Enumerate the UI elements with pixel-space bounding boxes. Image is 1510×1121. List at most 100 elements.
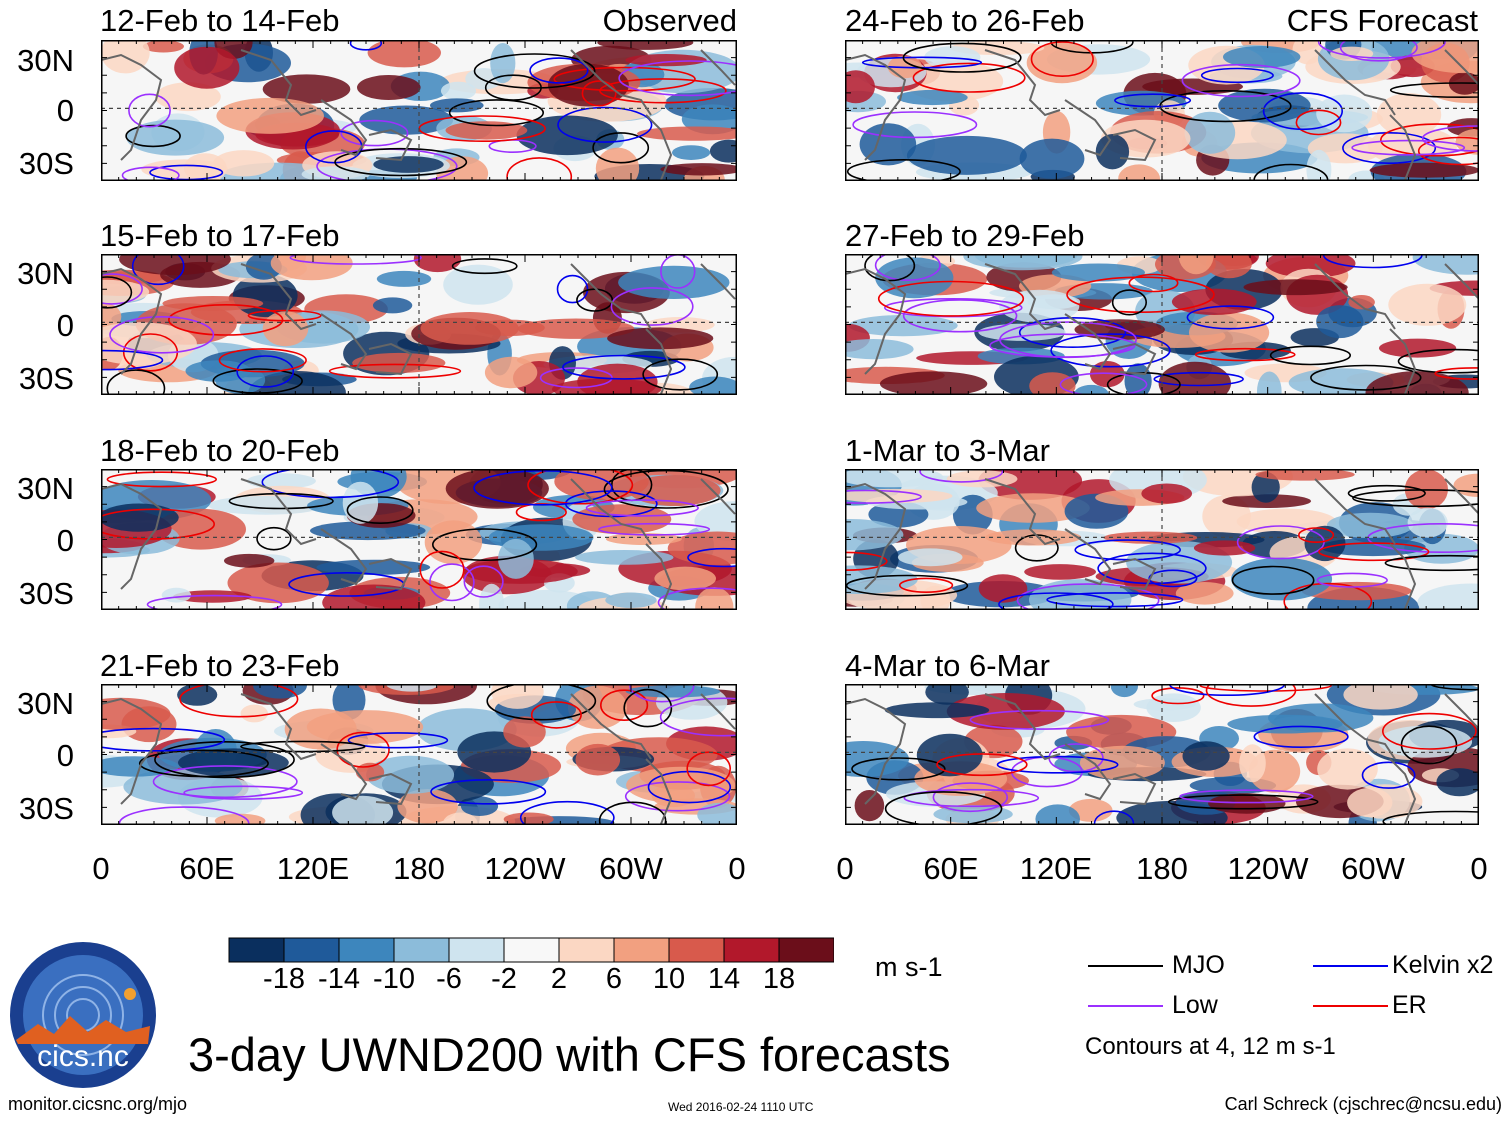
contour-line xyxy=(106,471,218,488)
contour-line xyxy=(1384,554,1479,572)
contour-line xyxy=(624,781,731,812)
contour-line xyxy=(1167,794,1319,810)
colorbar-box-0 xyxy=(228,937,285,963)
coastline xyxy=(1314,478,1396,545)
anomaly-blob xyxy=(1182,741,1230,771)
anomaly-blob xyxy=(1239,744,1266,783)
anomaly-blob xyxy=(976,493,1090,523)
ytick-0-row2: 0 xyxy=(56,523,74,558)
contour-line xyxy=(336,731,390,768)
contour-line xyxy=(125,124,181,148)
contour-line xyxy=(167,304,284,336)
coastline xyxy=(984,49,1061,117)
contour-line xyxy=(1194,347,1296,362)
coastline xyxy=(645,758,673,825)
contour-line xyxy=(527,469,634,505)
anomaly-blob xyxy=(224,553,275,568)
anomaly-blob xyxy=(352,352,446,373)
anomaly-blob xyxy=(625,54,707,67)
coastline xyxy=(700,49,736,86)
anomaly-blob xyxy=(845,488,953,504)
coastline xyxy=(368,342,413,376)
contour-line xyxy=(585,499,699,517)
contour-line xyxy=(1059,372,1148,395)
panel-title-4: 24-Feb to 26-Feb xyxy=(845,3,1085,38)
anomaly-blob xyxy=(1158,361,1231,395)
contour-line xyxy=(1382,712,1477,750)
coastline xyxy=(700,478,736,515)
anomaly-blob xyxy=(1255,469,1355,481)
anomaly-blob xyxy=(372,297,413,314)
anomaly-blob xyxy=(101,503,179,532)
coastline xyxy=(320,313,368,371)
anomaly-blob xyxy=(1379,338,1457,358)
contour-line xyxy=(419,550,465,589)
ytick-0-row0: 0 xyxy=(56,93,74,128)
contour-note: Contours at 4, 12 m s-1 xyxy=(1085,1033,1336,1060)
anomaly-blob xyxy=(322,584,426,610)
colorbar-tick-label: -14 xyxy=(318,963,360,995)
coastline xyxy=(1314,263,1396,330)
anomaly-blob xyxy=(479,583,505,610)
anomaly-blob xyxy=(848,315,958,337)
contour-line xyxy=(576,288,614,312)
anomaly-blob xyxy=(695,587,734,610)
contour-line xyxy=(486,684,597,721)
anomaly-blob xyxy=(1243,279,1348,296)
coastline xyxy=(1314,49,1396,116)
xtick-right-60w: 60W xyxy=(1341,851,1405,886)
contour-line xyxy=(659,697,737,737)
coastline xyxy=(240,49,317,117)
contour-line xyxy=(599,689,649,722)
map-panel-7 xyxy=(845,684,1479,825)
legend-label-er: ER xyxy=(1392,991,1427,1019)
anomaly-blob xyxy=(597,40,694,50)
anomaly-blob xyxy=(1095,134,1130,170)
anomaly-blob xyxy=(607,327,714,350)
anomaly-blob xyxy=(575,550,674,565)
anomaly-blob xyxy=(424,520,483,565)
contour-line xyxy=(1382,810,1479,825)
anomaly-blob xyxy=(1141,483,1192,504)
contour-line xyxy=(101,276,133,309)
contour-line xyxy=(131,254,185,286)
anomaly-blob xyxy=(386,684,438,692)
contour-line xyxy=(347,732,449,749)
anomaly-blob xyxy=(342,481,379,524)
contour-line xyxy=(506,157,573,181)
anomaly-blob xyxy=(1316,94,1373,133)
contour-line xyxy=(932,782,1009,813)
anomaly-blob xyxy=(946,470,1018,488)
xtick-right-120w: 120W xyxy=(1227,851,1309,886)
anomaly-blob xyxy=(155,82,221,112)
contour-line xyxy=(610,287,694,326)
legend-label-mjo: MJO xyxy=(1172,951,1225,979)
contour-line xyxy=(919,469,1004,483)
xtick-right-0-end: 0 xyxy=(1470,851,1488,886)
xtick-right-60e: 60E xyxy=(923,851,979,886)
colorbar-box-8 xyxy=(668,937,725,963)
anomaly-blob xyxy=(1455,128,1479,155)
anomaly-blob xyxy=(1330,46,1374,61)
anomaly-blob xyxy=(306,710,424,744)
legend-line-low xyxy=(1088,1005,1163,1007)
contour-line xyxy=(936,753,1028,777)
contour-line xyxy=(553,66,696,92)
anomaly-blob xyxy=(173,590,252,603)
anomaly-blob xyxy=(1205,254,1252,279)
coastline xyxy=(240,478,317,546)
contour-line xyxy=(1016,583,1160,610)
contour-line xyxy=(1295,109,1342,136)
coastline xyxy=(101,697,163,805)
contour-line xyxy=(463,565,504,598)
anomaly-blob xyxy=(1175,582,1234,605)
contour-line xyxy=(101,273,143,305)
contour-line xyxy=(647,770,732,804)
footer-url[interactable]: monitor.cicsnc.org/mjo xyxy=(8,1094,188,1114)
contour-line xyxy=(101,727,226,752)
anomaly-blob xyxy=(420,312,519,345)
contour-line xyxy=(121,166,180,181)
panel-tag-observed: Observed xyxy=(602,3,737,38)
coastline xyxy=(845,267,907,375)
contour-line xyxy=(1179,789,1314,804)
